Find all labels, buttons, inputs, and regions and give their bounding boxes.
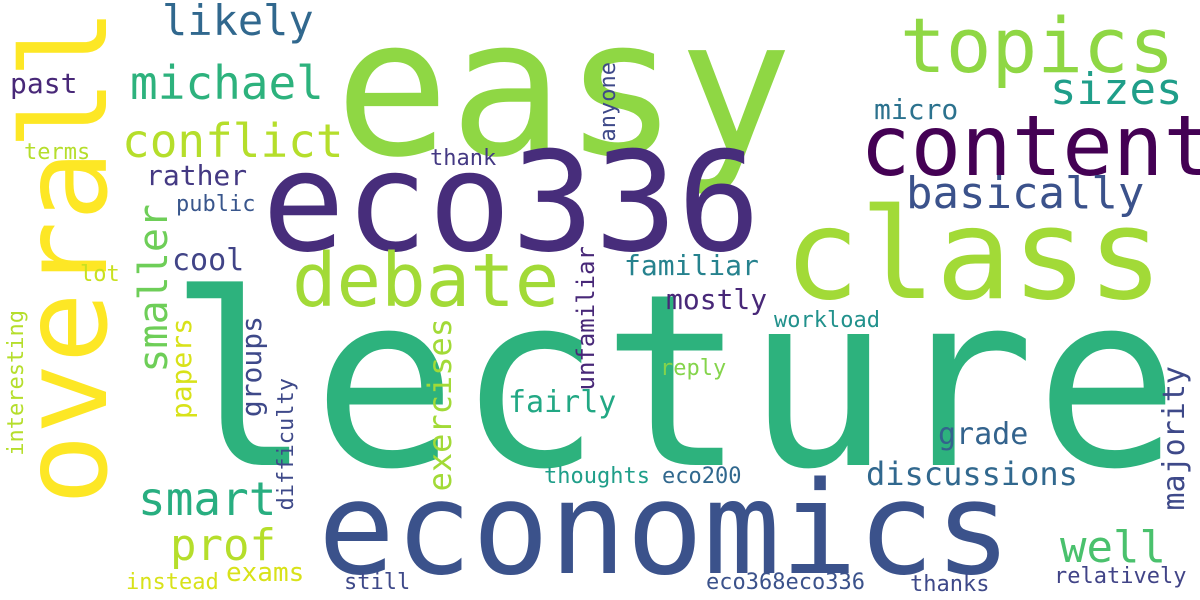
word-public: public [176,192,256,217]
word-papers: papers [165,318,198,420]
word-relatively: relatively [1054,564,1187,589]
word-thoughts: thoughts [544,464,650,489]
word-lot: lot [80,262,120,287]
word-still: still [344,570,411,595]
word-anyone: anyone [596,62,621,142]
word-smart: smart [138,472,277,526]
word-easy: easy [335,0,793,199]
word-exams: exams [226,558,305,588]
word-past: past [10,67,78,100]
word-eco200: eco200 [662,464,742,489]
word-discussions: discussions [866,455,1078,493]
word-economics: economics [318,455,1012,600]
word-groups: groups [235,316,268,418]
word-instead: instead [126,570,219,595]
word-class: class [784,181,1164,328]
word-conflict: conflict [122,114,344,168]
word-topics: topics [900,1,1175,90]
word-lecture: lecture [168,242,1180,522]
word-thank: thank [430,146,497,171]
word-grade: grade [938,417,1029,452]
word-majority: majority [1157,366,1192,511]
word-sizes: sizes [1050,64,1183,115]
word-likely: likely [162,0,314,45]
word-mostly: mostly [666,283,768,316]
word-unfamiliar: unfamiliar [572,246,600,391]
word-cool: cool [172,243,245,278]
word-michael: michael [130,56,324,110]
word-reply: reply [660,356,727,381]
word-workload: workload [774,308,880,333]
word-rather: rather [146,159,248,192]
word-basically: basically [906,168,1145,219]
word-micro: micro [874,93,959,126]
word-prof: prof [170,520,276,571]
word-thanks: thanks [910,572,990,597]
word-debate: debate [292,238,560,324]
word-terms: terms [24,140,91,165]
word-well: well [1060,522,1166,573]
word-eco368eco336: eco368eco336 [706,570,865,595]
word-interesting: interesting [4,310,29,456]
word-familiar: familiar [624,249,759,282]
word-content: content [860,97,1200,195]
word-difficulty: difficulty [274,378,299,511]
word-exercises: exercises [421,318,459,492]
word-fairly: fairly [508,385,617,420]
word-eco336: eco336 [262,122,761,283]
